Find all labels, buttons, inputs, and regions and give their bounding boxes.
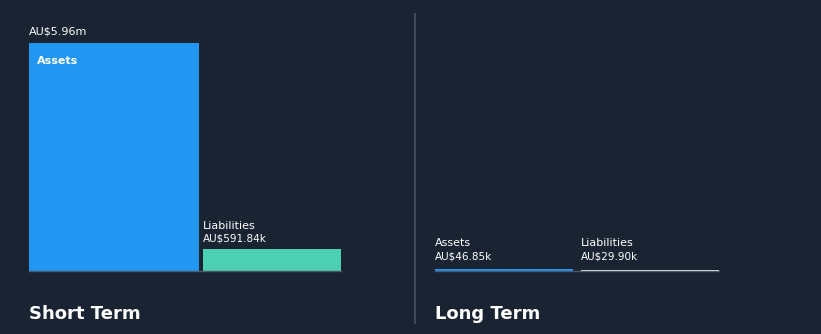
Text: Assets: Assets: [435, 238, 471, 248]
Bar: [204, 248, 342, 271]
Text: Long Term: Long Term: [435, 305, 540, 323]
Text: AU$5.96m: AU$5.96m: [29, 27, 87, 37]
Text: AU$46.85k: AU$46.85k: [435, 252, 492, 262]
Text: Assets: Assets: [37, 56, 78, 66]
Text: Liabilities: Liabilities: [204, 221, 256, 231]
Text: AU$29.90k: AU$29.90k: [581, 252, 638, 262]
Text: AU$591.84k: AU$591.84k: [204, 234, 267, 244]
Bar: [435, 270, 573, 271]
Bar: [29, 43, 200, 271]
Bar: [581, 270, 719, 271]
Text: Liabilities: Liabilities: [581, 238, 634, 248]
Text: Short Term: Short Term: [29, 305, 140, 323]
